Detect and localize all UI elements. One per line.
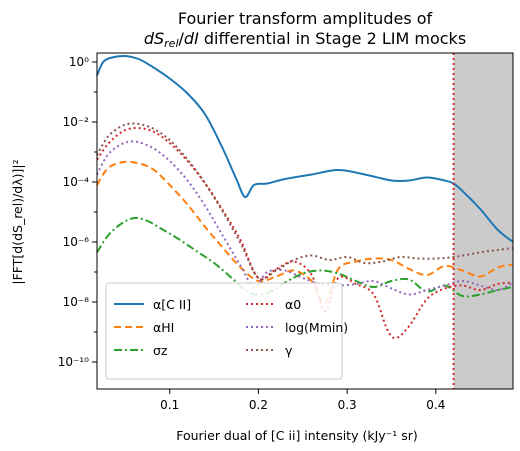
legend-label-6: γ: [285, 343, 293, 358]
legend-label-1: α[C II]: [153, 297, 191, 312]
chart-title-line-1: Fourier transform amplitudes of: [178, 9, 433, 28]
series-line-5: [96, 140, 514, 296]
legend-label-2: αHI: [153, 320, 174, 335]
series-layer: [96, 54, 514, 340]
series-line-2: [96, 160, 514, 305]
y-tick-label: 10⁻¹⁰: [58, 355, 89, 369]
legend-label-4: α0: [285, 297, 301, 312]
series-line-1: [96, 54, 514, 243]
chart-title-line-2: dSrel/dI differential in Stage 2 LIM moc…: [144, 29, 466, 50]
x-axis-label: Fourier dual of [C ii] intensity (kJy⁻¹ …: [176, 428, 418, 443]
series-line-4: [96, 126, 514, 340]
y-tick-label: 10⁻⁸: [63, 295, 90, 309]
y-tick-label: 10⁰: [69, 55, 89, 69]
x-tick-label: 0.4: [426, 398, 445, 412]
y-tick-label: 10⁻²: [63, 115, 90, 129]
series-line-6: [96, 122, 514, 281]
plot-frame: [96, 52, 514, 390]
y-tick-label: 10⁻⁶: [63, 235, 90, 249]
y-axis-label: |FFT[d(dS_rel)/dλ)]|²: [10, 159, 25, 284]
x-tick-label: 0.2: [249, 398, 268, 412]
legend: α[C II] αHI σz α0 log(Mmin) γ: [105, 282, 348, 380]
legend-label-3: σz: [153, 343, 168, 358]
legend-label-5: log(Mmin): [285, 320, 348, 335]
excluded-region: [453, 53, 513, 389]
x-tick-label: 0.1: [160, 398, 179, 412]
x-tick-label: 0.3: [338, 398, 357, 412]
y-tick-label: 10⁻⁴: [63, 175, 90, 189]
ticks-layer: 0.1 0.2 0.3 0.4 10⁰ 10⁻² 10⁻⁴ 10⁻⁶ 10⁻⁸ 10⁻¹⁰: [58, 55, 446, 412]
legend-box: [105, 282, 343, 380]
